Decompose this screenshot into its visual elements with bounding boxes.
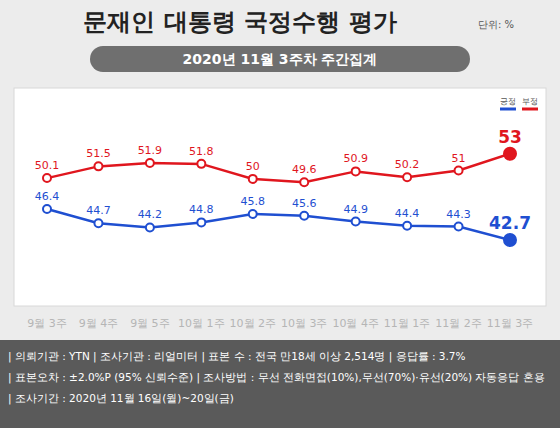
x-tick-label: 10월 1주	[178, 317, 225, 330]
point	[403, 222, 411, 230]
point	[94, 162, 102, 170]
plot-panel	[14, 88, 546, 306]
data-label: 42.7	[489, 213, 531, 233]
x-tick-label: 11월 2주	[435, 317, 482, 330]
data-label: 50.1	[35, 159, 60, 172]
point	[197, 218, 205, 226]
series-line	[47, 154, 510, 183]
legend-label: 부정	[522, 97, 538, 106]
subtitle-bar	[90, 46, 470, 72]
data-label: 51	[452, 152, 466, 165]
title: 문재인 대통령 국정수행 평가	[83, 8, 396, 36]
point	[197, 160, 205, 168]
data-label: 44.2	[138, 208, 163, 221]
point	[455, 223, 463, 231]
footer-text: | 표본오차 : ±2.0%P (95% 신뢰수준) | 조사방법 : 무선 전…	[8, 371, 545, 384]
background	[0, 0, 560, 428]
data-label: 45.8	[241, 195, 266, 208]
x-tick-label: 11월 1주	[384, 317, 431, 330]
data-label: 46.4	[35, 190, 60, 203]
chart: 문재인 대통령 국정수행 평가 단위: % 2020년 11월 3주차 주간집계긍정…	[0, 0, 560, 428]
point	[455, 167, 463, 175]
point	[94, 219, 102, 227]
footer-text: | 의뢰기관 : YTN | 조사기관 : 리얼미터 | 표본 수 : 전국 만…	[8, 350, 466, 363]
data-label: 51.5	[86, 147, 111, 160]
point	[352, 167, 360, 175]
point	[146, 159, 154, 167]
point	[504, 234, 516, 246]
data-label: 44.3	[446, 208, 471, 221]
point	[504, 148, 516, 160]
data-label: 51.8	[189, 145, 214, 158]
point	[43, 174, 51, 182]
footer-bar	[0, 340, 560, 428]
data-label: 44.9	[343, 203, 368, 216]
data-label: 44.4	[395, 207, 420, 220]
point	[352, 218, 360, 226]
legend-swatch	[500, 108, 516, 111]
data-label: 49.6	[292, 163, 317, 176]
footer-text: | 조사기간 : 2020년 11월 16일(월)~20일(금)	[8, 392, 234, 405]
unit-label: 단위: %	[478, 19, 514, 30]
point	[249, 210, 257, 218]
data-label: 50.2	[395, 158, 420, 171]
point	[300, 178, 308, 186]
data-label: 50.9	[343, 152, 368, 165]
data-labels: 46.4 44.7 44.2 44.8 45.8 45.6 44.9 44.4 44.3 42.7…	[35, 127, 531, 233]
point	[249, 175, 257, 183]
legend-swatch	[522, 108, 538, 111]
x-tick-label: 9월 3주	[27, 317, 67, 330]
point	[300, 212, 308, 220]
data-label: 50	[246, 160, 260, 173]
series-line	[47, 209, 510, 240]
data-label: 44.7	[86, 204, 111, 217]
x-tick-label: 10월 2주	[230, 317, 277, 330]
data-label: 44.8	[189, 203, 214, 216]
subtitle: 2020년 11월 3주차 주간집계	[183, 51, 378, 67]
point	[146, 223, 154, 231]
x-tick-label: 10월 4주	[332, 317, 379, 330]
x-tick-label: 11월 3주	[487, 317, 534, 330]
legend-label: 긍정	[500, 97, 516, 106]
x-tick-label: 9월 5주	[130, 317, 170, 330]
x-tick-label: 10월 3주	[281, 317, 328, 330]
point	[43, 205, 51, 213]
point	[403, 173, 411, 181]
data-label: 45.6	[292, 197, 317, 210]
data-label: 51.9	[138, 144, 163, 157]
plot-marks	[43, 148, 516, 246]
data-label: 53	[498, 127, 522, 147]
x-tick-label: 9월 4주	[79, 317, 119, 330]
